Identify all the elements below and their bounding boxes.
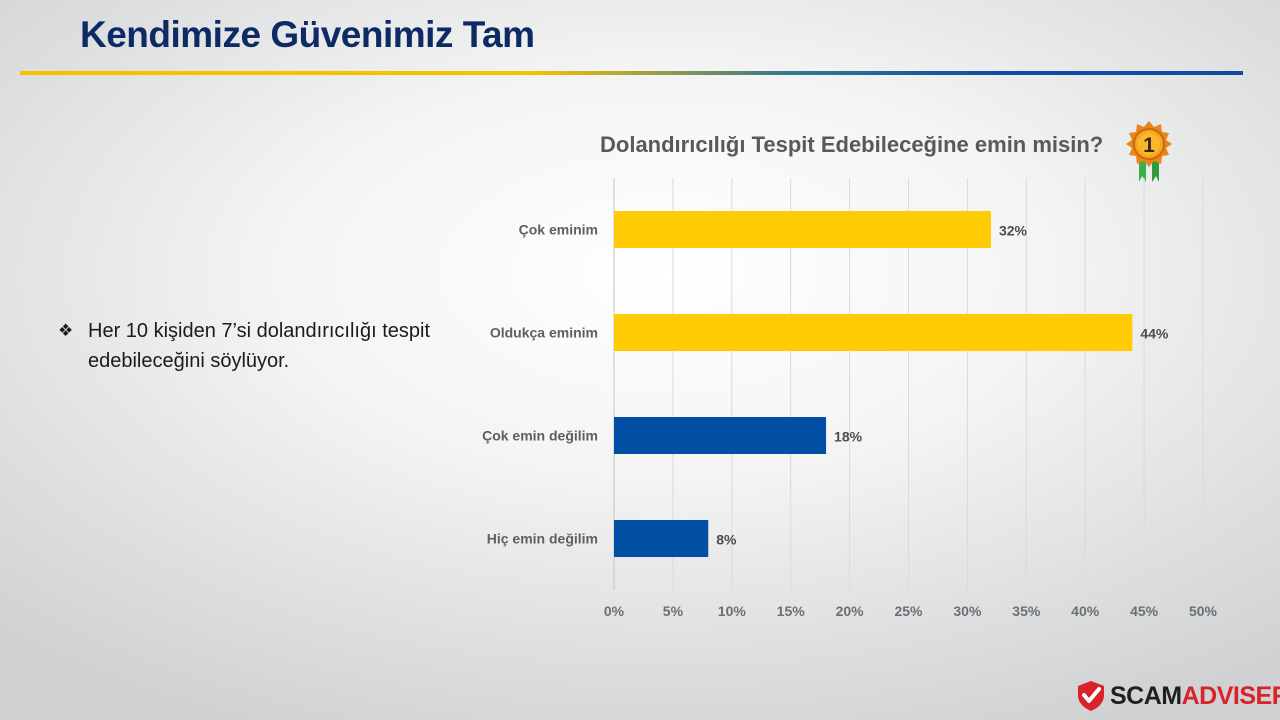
bar <box>614 417 827 454</box>
data-label: 32% <box>999 223 1028 239</box>
x-tick-label: 15% <box>777 603 806 619</box>
data-label: 8% <box>716 532 737 548</box>
slide-title: Kendimize Güvenimiz Tam <box>80 14 535 55</box>
x-tick-label: 35% <box>1012 603 1041 619</box>
x-tick-label: 20% <box>836 603 865 619</box>
bar <box>614 314 1133 351</box>
data-label: 18% <box>834 429 863 445</box>
x-tick-label: 40% <box>1071 603 1100 619</box>
category-label: Oldukça eminim <box>490 325 598 341</box>
x-tick-label: 5% <box>663 603 684 619</box>
x-tick-label: 30% <box>953 603 982 619</box>
x-tick-label: 10% <box>718 603 747 619</box>
medal-number: 1 <box>1143 134 1155 157</box>
data-label: 44% <box>1140 326 1169 342</box>
title-rule <box>20 71 1243 75</box>
bullet-point: ❖ Her 10 kişiden 7’si dolandırıcılığı te… <box>58 316 438 376</box>
bar <box>614 211 991 248</box>
medal-icon: 1 <box>1126 121 1172 182</box>
shield-check-icon <box>1078 681 1104 711</box>
category-label: Çok emin değilim <box>482 428 598 444</box>
category-label: Hiç emin değilim <box>487 531 598 547</box>
bar <box>614 520 709 557</box>
bullet-text: Her 10 kişiden 7’si dolandırıcılığı tesp… <box>88 320 431 372</box>
chart-labels: 0% 5% 10% 15% 20% 25% 30% 35% 40% 45% 50% Çok emini… <box>482 222 1217 620</box>
x-tick-label: 25% <box>894 603 923 619</box>
chart-title: Dolandırıcılığı Tespit Edebileceğine emi… <box>600 132 1104 157</box>
logo-text-scam: SCAM <box>1110 681 1182 710</box>
x-tick-label: 0% <box>604 603 625 619</box>
scamadviser-logo: SCAMADVISER <box>1076 680 1280 712</box>
logo-text-adviser: ADVISER <box>1181 681 1280 710</box>
bullet-diamond-icon: ❖ <box>58 321 74 340</box>
chart-bars <box>614 211 1133 557</box>
category-label: Çok eminim <box>519 222 598 238</box>
x-tick-label: 50% <box>1189 603 1218 619</box>
x-tick-label: 45% <box>1130 603 1159 619</box>
